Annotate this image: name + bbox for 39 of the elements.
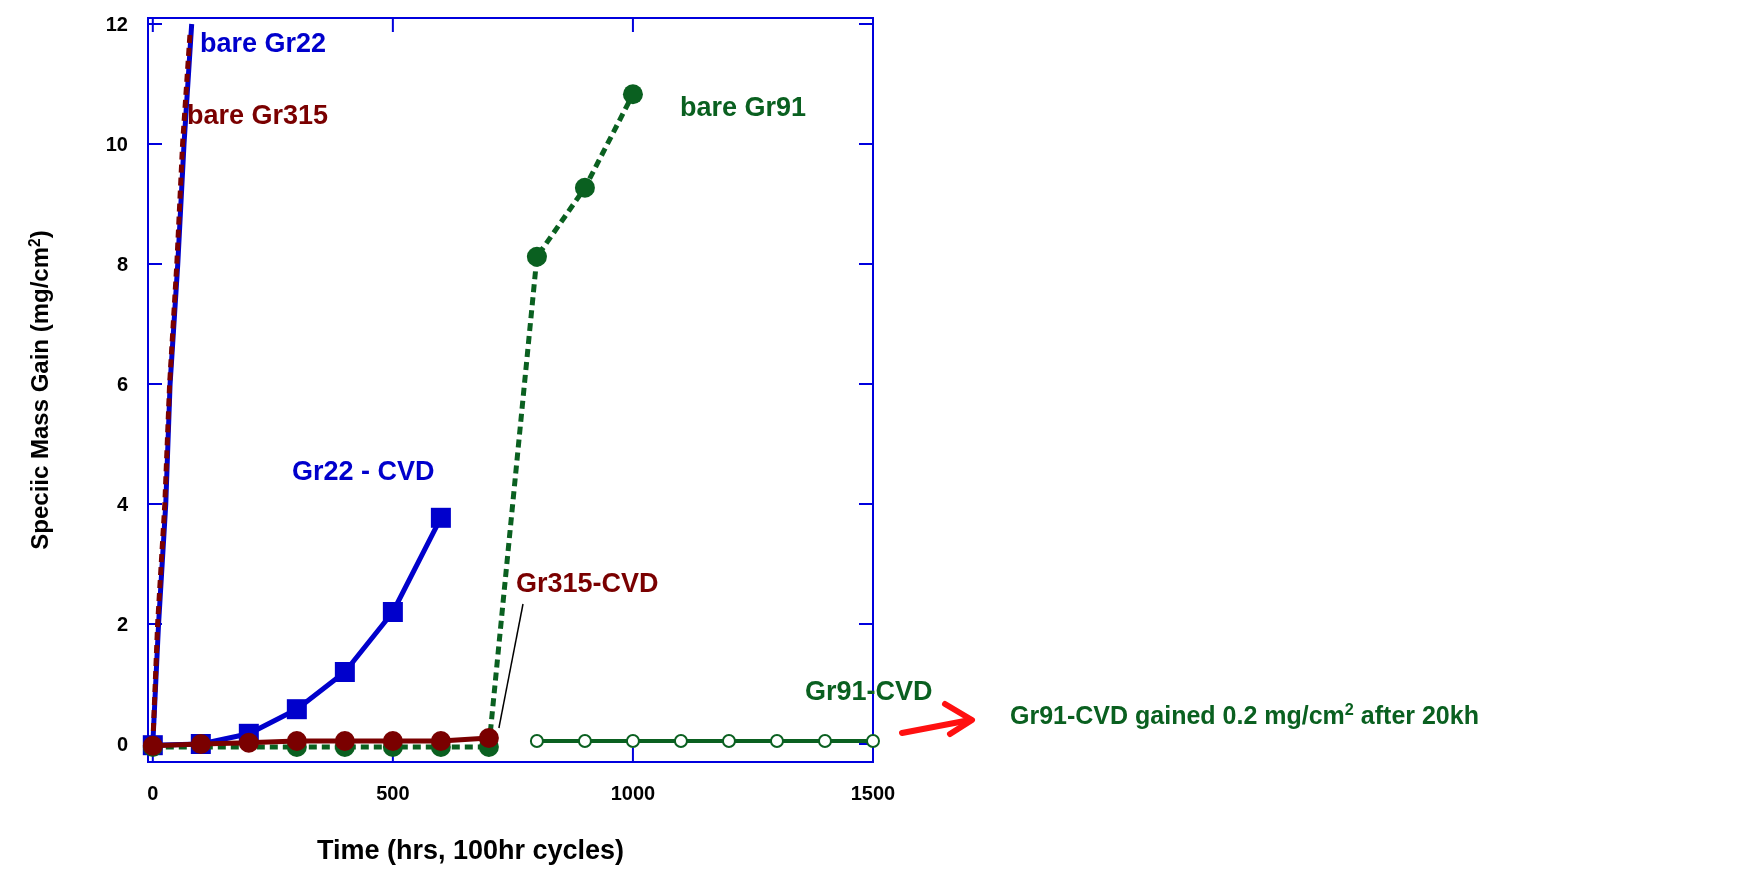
y-tick-label: 4 (116, 493, 129, 515)
series-label: bare Gr91 (680, 92, 807, 122)
point (817, 734, 832, 748)
series-label: Gr22 - CVD (292, 456, 435, 486)
x-tick-label: 500 (376, 782, 410, 804)
point (382, 731, 403, 751)
point (622, 84, 643, 105)
y-tick-label: 2 (116, 613, 128, 635)
point (334, 662, 355, 682)
point (574, 177, 595, 198)
y-tick-label: 0 (116, 733, 128, 755)
x-tick-label: 1500 (850, 782, 896, 804)
point (478, 728, 499, 748)
point (238, 732, 259, 753)
point (334, 731, 355, 751)
point (721, 734, 736, 748)
point (673, 734, 688, 748)
x-axis-title: Time (hrs, 100hr cycles) (316, 835, 625, 865)
point (286, 731, 307, 751)
point (529, 734, 544, 748)
x-tick-label: 0 (147, 782, 159, 804)
point (577, 734, 592, 748)
y-tick-label: 10 (105, 133, 128, 155)
point (286, 699, 307, 720)
y-tick-label: 8 (116, 253, 128, 275)
y-tick-label: 12 (105, 13, 128, 35)
point (866, 734, 880, 748)
x-tick-label: 1000 (610, 782, 656, 804)
text: Gr91-CVD gained 0.2 mg/cm$^{2}$ after 20kh (1010, 700, 1479, 729)
text: Gr315-CVD (516, 568, 659, 598)
point (430, 731, 451, 751)
point (769, 734, 784, 748)
y-tick-label: 6 (116, 373, 128, 395)
point (430, 507, 451, 528)
point (625, 734, 640, 748)
point (526, 246, 547, 267)
series-label: bare Gr315 (187, 100, 329, 130)
series-label: bare Gr22 (200, 28, 327, 58)
point (382, 602, 403, 622)
